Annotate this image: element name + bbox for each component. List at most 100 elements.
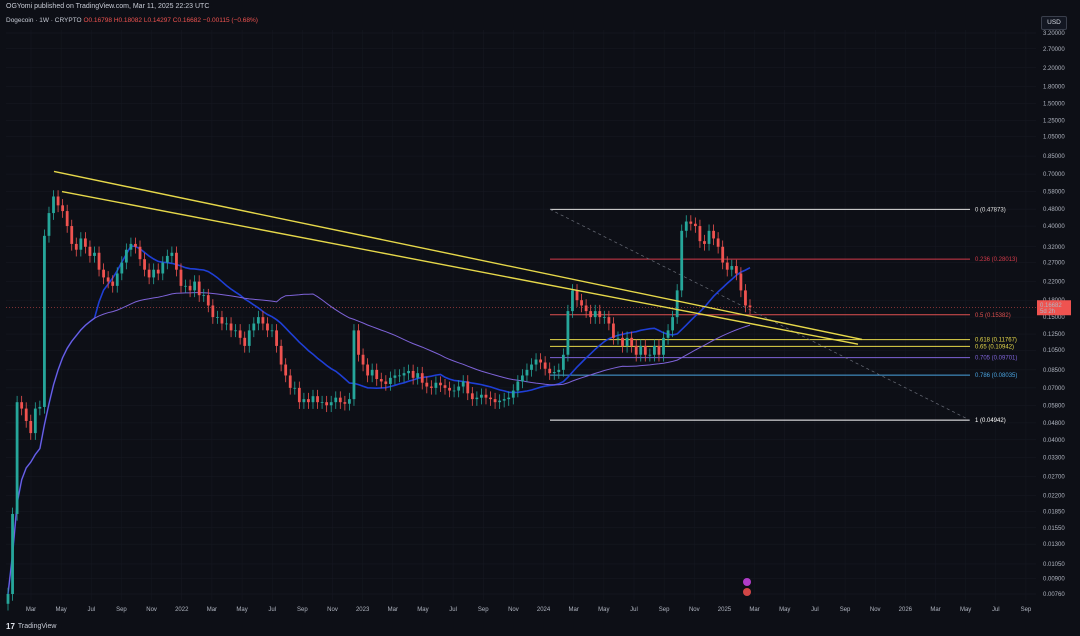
candle-body	[188, 285, 192, 291]
trendlines[interactable]	[53, 170, 863, 345]
footer: 17 TradingView	[6, 622, 56, 631]
candle-body	[530, 364, 533, 370]
candle-body	[539, 359, 543, 363]
candle-body	[734, 266, 738, 274]
candle-body	[343, 402, 347, 404]
symbol-name[interactable]: Dogecoin · 1W · CRYPTO	[6, 17, 82, 24]
candle-body	[134, 243, 137, 247]
candle	[548, 362, 552, 380]
candle	[20, 395, 24, 416]
candle	[134, 237, 137, 254]
price-tick-label: 0.10500	[1043, 348, 1065, 354]
price-axis[interactable]: 3.20000 2.70000 2.20000 1.80000 1.50000 1.250…	[1037, 31, 1071, 598]
candle-body	[612, 323, 615, 338]
event-markers[interactable]	[743, 578, 751, 596]
candle	[725, 256, 729, 277]
candle-body	[712, 230, 715, 239]
candle	[434, 376, 438, 395]
candle-body	[33, 408, 37, 434]
candle	[197, 275, 201, 302]
news-marker-icon[interactable]	[743, 588, 751, 596]
candle	[252, 317, 256, 338]
candle	[215, 310, 219, 324]
open-value: O0.16798	[83, 17, 112, 24]
candle-body	[443, 385, 447, 388]
time-tick-label: May	[598, 607, 609, 613]
candle	[648, 348, 652, 362]
candle	[261, 310, 265, 331]
current-price-badge	[1037, 300, 1071, 316]
candle	[193, 275, 197, 298]
price-tick-label: 0.05800	[1043, 403, 1065, 409]
candle-body	[616, 337, 620, 339]
candle-body	[325, 402, 329, 406]
fib-retracement[interactable]: 0 (0.47873) 0.236 (0.28013) 0.5 (0.15382) 0…	[549, 207, 1017, 424]
fib-level-label: 1 (0.04942)	[975, 418, 1006, 424]
candle	[598, 304, 602, 324]
price-tick-label: 1.50000	[1043, 101, 1065, 107]
tradingview-logo-icon[interactable]: 17	[6, 622, 15, 631]
candle-body	[388, 377, 392, 384]
candle-body	[70, 226, 74, 244]
candle	[316, 389, 319, 409]
candle-body	[744, 290, 747, 306]
fib-level-label: 0.618 (0.11767)	[975, 338, 1017, 344]
candle	[97, 246, 101, 277]
candle	[243, 331, 247, 353]
candle-body	[43, 235, 46, 407]
time-axis[interactable]: Mar May Jul Sep Nov 2022 Mar May Jul Sep Nov 2023 Ma…	[26, 607, 1032, 613]
candle	[439, 376, 442, 392]
time-tick-label: Nov	[146, 607, 157, 613]
candle	[534, 353, 538, 372]
candle-body	[329, 402, 333, 406]
candle	[329, 395, 333, 413]
brand-name[interactable]: TradingView	[17, 623, 57, 630]
candle	[393, 369, 397, 385]
candle-body	[256, 317, 260, 324]
candle-body	[621, 337, 624, 346]
candle-body	[79, 238, 83, 250]
candle-body	[602, 317, 606, 318]
candle-body	[725, 262, 729, 270]
candle	[334, 391, 338, 409]
price-tick-label: 1.05000	[1043, 134, 1065, 140]
candle-body	[147, 269, 151, 278]
candle	[457, 380, 461, 398]
candle	[566, 304, 570, 362]
candle-body	[97, 252, 101, 270]
candle	[511, 384, 515, 405]
publish-line: OGYomi published on TradingView.com, Mar…	[6, 3, 210, 10]
candle	[293, 381, 297, 395]
candle	[402, 366, 406, 383]
candle-body	[511, 390, 515, 398]
time-tick-label: Jul	[87, 607, 95, 613]
candle-body	[38, 406, 42, 409]
candle	[507, 391, 511, 406]
candle	[575, 284, 579, 307]
time-tick-label: Mar	[207, 607, 217, 613]
candle	[703, 234, 706, 251]
price-tick-label: 2.20000	[1043, 66, 1065, 72]
candle-body	[179, 269, 183, 286]
candle	[325, 395, 329, 413]
candle-body	[288, 375, 292, 388]
candle-body	[671, 317, 675, 331]
candle	[70, 219, 74, 251]
candle	[266, 317, 269, 338]
currency-button[interactable]: USD	[1041, 16, 1067, 30]
candle-body	[275, 330, 278, 346]
candle-body	[634, 345, 638, 355]
candle-body	[393, 375, 397, 378]
candle	[357, 324, 360, 362]
price-tick-label: 0.03300	[1043, 456, 1065, 462]
candle	[188, 279, 192, 298]
candle-body	[352, 330, 356, 400]
candle-body	[334, 397, 338, 403]
event-marker-icon[interactable]	[743, 578, 751, 586]
price-tick-label: 3.20000	[1043, 31, 1065, 37]
candle	[730, 259, 734, 277]
candle-body	[703, 241, 706, 244]
candle	[634, 339, 638, 362]
